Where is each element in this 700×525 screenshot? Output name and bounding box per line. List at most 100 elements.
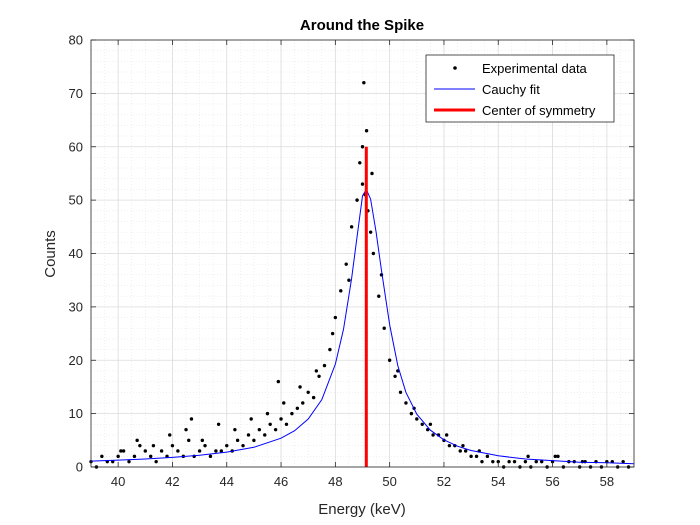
data-point bbox=[127, 459, 131, 464]
data-point bbox=[265, 411, 270, 416]
data-point bbox=[200, 438, 205, 443]
data-point bbox=[216, 422, 221, 426]
data-point bbox=[556, 454, 560, 459]
data-point bbox=[349, 225, 354, 229]
data-point bbox=[298, 385, 302, 389]
x-tick-label: 56 bbox=[545, 474, 559, 489]
data-point bbox=[480, 459, 484, 464]
data-point bbox=[159, 449, 164, 453]
data-point bbox=[322, 363, 327, 368]
data-point bbox=[463, 449, 468, 453]
data-point bbox=[132, 454, 137, 459]
data-point bbox=[368, 230, 373, 234]
data-point bbox=[333, 315, 338, 320]
data-point bbox=[246, 433, 251, 437]
data-point bbox=[496, 459, 500, 464]
data-point bbox=[203, 443, 207, 448]
data-point bbox=[233, 427, 237, 432]
data-point bbox=[404, 401, 408, 405]
data-point bbox=[382, 326, 386, 330]
data-point bbox=[268, 422, 272, 426]
data-point bbox=[252, 438, 256, 443]
legend-label-center-of-symmetry: Center of symmetry bbox=[482, 103, 596, 118]
legend-marker-experimental-data bbox=[453, 66, 457, 70]
data-point bbox=[284, 422, 289, 426]
data-point bbox=[241, 443, 245, 448]
data-point bbox=[119, 449, 123, 453]
chart-title: Around the Spike bbox=[300, 17, 424, 34]
x-tick-label: 48 bbox=[328, 474, 342, 489]
data-point bbox=[360, 182, 365, 186]
data-point bbox=[328, 347, 332, 352]
data-point bbox=[263, 433, 267, 437]
data-point bbox=[362, 81, 366, 85]
data-point bbox=[301, 401, 305, 405]
legend-label-cauchy-fit: Cauchy fit bbox=[482, 82, 540, 97]
data-point bbox=[176, 449, 180, 453]
data-point bbox=[539, 459, 544, 464]
data-point bbox=[370, 171, 374, 176]
x-tick-label: 46 bbox=[274, 474, 288, 489]
data-point bbox=[168, 433, 172, 437]
data-point bbox=[491, 459, 495, 464]
data-point bbox=[273, 427, 278, 432]
data-point bbox=[187, 438, 191, 443]
data-point bbox=[282, 401, 286, 405]
data-point bbox=[415, 417, 419, 421]
data-point bbox=[306, 390, 310, 394]
data-point bbox=[151, 443, 156, 448]
data-point bbox=[235, 438, 240, 443]
data-point bbox=[458, 449, 462, 453]
y-tick-label: 40 bbox=[69, 246, 83, 261]
data-point bbox=[276, 379, 281, 384]
x-tick-label: 42 bbox=[165, 474, 179, 489]
x-tick-label: 40 bbox=[111, 474, 125, 489]
y-tick-label: 70 bbox=[69, 86, 83, 101]
data-point bbox=[428, 422, 433, 426]
data-point bbox=[444, 433, 449, 437]
data-point bbox=[507, 459, 511, 464]
data-point bbox=[184, 427, 188, 432]
cauchy-fit-line bbox=[90, 188, 635, 465]
data-point bbox=[121, 449, 126, 453]
x-tick-label: 50 bbox=[382, 474, 396, 489]
y-tick-label: 10 bbox=[69, 406, 83, 421]
data-point bbox=[409, 411, 414, 416]
data-point bbox=[214, 449, 218, 453]
data-point bbox=[523, 459, 528, 464]
data-point bbox=[526, 454, 530, 459]
data-point bbox=[393, 374, 397, 378]
data-point bbox=[208, 454, 213, 459]
data-point bbox=[317, 374, 321, 378]
data-point bbox=[154, 459, 158, 464]
x-tick-label: 58 bbox=[600, 474, 614, 489]
data-point bbox=[474, 454, 479, 459]
data-point bbox=[149, 454, 153, 459]
data-point bbox=[189, 417, 194, 421]
data-point bbox=[197, 449, 202, 453]
data-point bbox=[425, 427, 430, 432]
data-point bbox=[621, 459, 625, 464]
data-point bbox=[138, 443, 142, 448]
data-point bbox=[461, 443, 465, 448]
data-point bbox=[371, 251, 376, 256]
data-point bbox=[447, 443, 452, 448]
legend: Experimental data Cauchy fit Center of s… bbox=[425, 54, 615, 123]
x-tick-label: 54 bbox=[491, 474, 505, 489]
data-point bbox=[344, 262, 348, 266]
data-point bbox=[358, 161, 362, 165]
data-point bbox=[135, 438, 139, 443]
data-point bbox=[347, 278, 351, 282]
y-tick-label: 20 bbox=[69, 353, 83, 368]
data-point bbox=[257, 427, 262, 432]
data-point bbox=[339, 289, 343, 293]
data-point bbox=[295, 406, 300, 410]
data-point bbox=[534, 459, 538, 464]
y-tick-label: 30 bbox=[69, 299, 83, 314]
data-point bbox=[512, 459, 517, 464]
y-tick-label: 60 bbox=[69, 139, 83, 154]
data-point bbox=[360, 145, 365, 149]
data-point bbox=[314, 369, 319, 373]
y-tick-label: 0 bbox=[76, 460, 83, 475]
data-point bbox=[398, 390, 403, 394]
